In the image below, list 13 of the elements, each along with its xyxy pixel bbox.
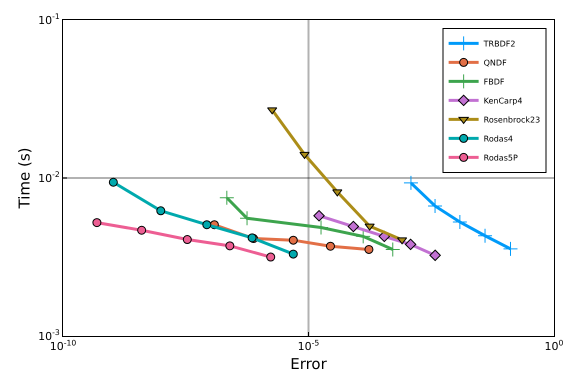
legend-label: TRBDF2: [482, 40, 516, 49]
legend-label: Rosenbrock23: [484, 116, 540, 125]
legend-label: FBDF: [484, 78, 505, 87]
y-tick-label: 10$^{-1}$: [38, 12, 60, 27]
legend-label: KenCarp4: [484, 96, 522, 106]
legend-label: Rodas4: [484, 134, 513, 144]
legend-label: Rodas5P: [484, 154, 518, 163]
x-tick-label: 10$^{-5}$: [298, 338, 320, 354]
y-tick-label: 10$^{-2}$: [38, 170, 60, 185]
legend-label: QNDF: [484, 58, 508, 68]
x-tick-label: 10$^{0}$: [544, 338, 564, 354]
x-axis-title: Error: [290, 355, 328, 374]
y-axis-title: Time (s): [15, 148, 34, 210]
